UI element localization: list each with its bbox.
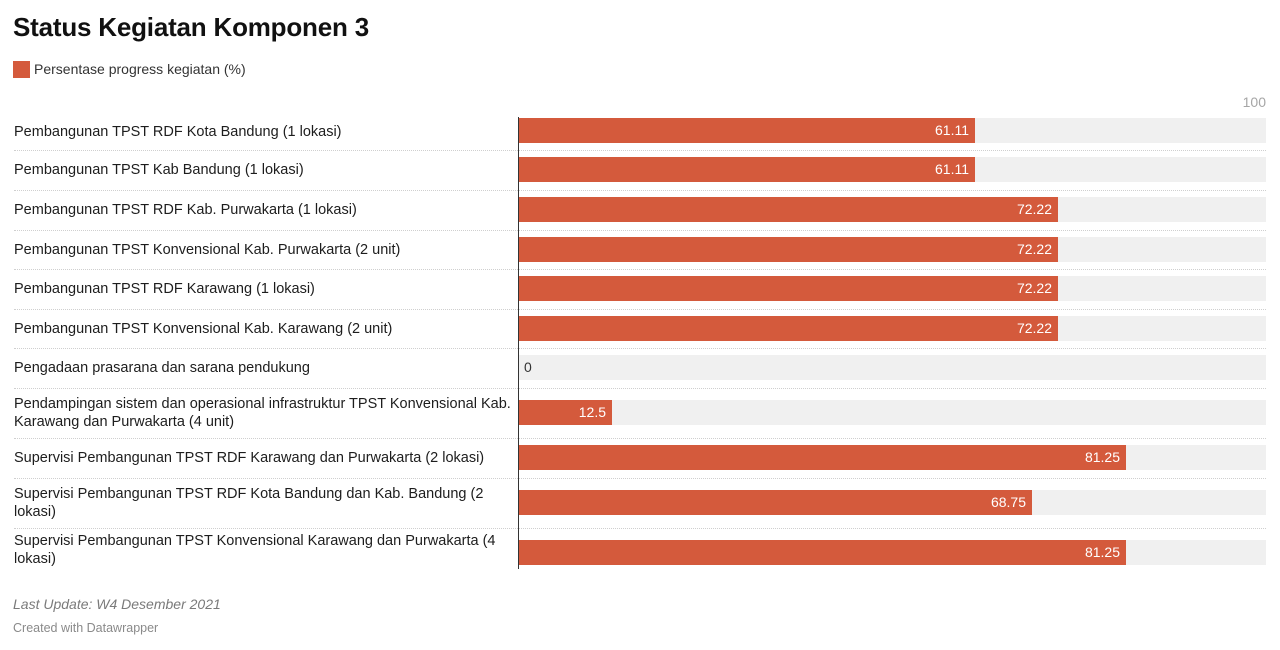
bar-category-label: Pendampingan sistem dan operasional infr… <box>14 396 511 430</box>
bar-value-label: 12.5 <box>578 404 606 420</box>
bar[interactable] <box>518 197 1058 222</box>
bar-category-label: Pengadaan prasarana dan sarana pendukung <box>14 360 310 376</box>
row-separator <box>14 348 1266 349</box>
row-separator <box>14 150 1266 151</box>
bar[interactable] <box>518 445 1126 470</box>
bar-category-label: Pembangunan TPST RDF Karawang (1 lokasi) <box>14 281 315 297</box>
bar-category-label: Supervisi Pembangunan TPST RDF Kota Band… <box>14 486 484 520</box>
row-separator <box>14 190 1266 191</box>
bar[interactable] <box>518 490 1032 515</box>
bar-track: 72.22 <box>518 237 1266 262</box>
bar-track: 81.25 <box>518 445 1266 470</box>
bar-value-label: 72.22 <box>1016 201 1052 217</box>
row-separator <box>14 388 1266 389</box>
bar-track: 72.22 <box>518 276 1266 301</box>
bar-category-label: Pembangunan TPST RDF Kab. Purwakarta (1 … <box>14 202 357 218</box>
legend-swatch <box>13 60 30 78</box>
bar-track: 81.25 <box>518 540 1266 565</box>
bar-track: 72.22 <box>518 316 1266 341</box>
bar-track: 68.75 <box>518 490 1266 515</box>
axis-max-label: 100 <box>1242 94 1266 110</box>
bar-category-label: Supervisi Pembangunan TPST Konvensional … <box>14 532 496 567</box>
row-separator <box>14 438 1266 439</box>
row-separator <box>14 269 1266 270</box>
axis-baseline <box>518 117 519 569</box>
footer-credit[interactable]: Created with Datawrapper <box>13 621 159 635</box>
chart-title: Status Kegiatan Komponen 3 <box>13 12 369 42</box>
bar[interactable] <box>518 237 1058 262</box>
row-separator <box>14 478 1266 479</box>
bar-value-label: 61.11 <box>935 122 969 138</box>
bar-value-label: 72.22 <box>1016 320 1052 336</box>
row-separator <box>14 230 1266 231</box>
bar-category-label: Pembangunan TPST Konvensional Kab. Karaw… <box>14 320 393 337</box>
bar-track: 12.5 <box>518 400 1266 425</box>
bar-value-label: 61.11 <box>935 161 969 177</box>
bar-category-label: Pembangunan TPST RDF Kota Bandung (1 lok… <box>14 123 342 140</box>
bar-category-label: Supervisi Pembangunan TPST RDF Karawang … <box>14 450 485 466</box>
bar-track: 72.22 <box>518 197 1266 222</box>
bar-track: 61.11 <box>518 118 1266 143</box>
bar-value-label: 81.25 <box>1084 449 1120 465</box>
row-separator <box>14 309 1266 310</box>
bar[interactable] <box>518 157 975 182</box>
bar[interactable] <box>518 540 1126 565</box>
bar[interactable] <box>518 316 1058 341</box>
bar[interactable] <box>518 276 1058 301</box>
bar-track: 0 <box>518 355 1266 380</box>
bar[interactable] <box>518 400 612 425</box>
bar-track: 61.11 <box>518 157 1266 182</box>
legend: Persentase progress kegiatan (%) <box>13 60 246 78</box>
legend-label: Persentase progress kegiatan (%) <box>34 61 246 77</box>
footer-note: Last Update: W4 Desember 2021 <box>13 596 221 612</box>
bar-value-label: 0 <box>524 359 532 375</box>
bar-value-label: 81.25 <box>1084 544 1120 560</box>
bar-category-label: Pembangunan TPST Konvensional Kab. Purwa… <box>14 241 401 258</box>
bar[interactable] <box>518 118 975 143</box>
bar-value-label: 68.75 <box>990 494 1026 510</box>
bar-value-label: 72.22 <box>1016 241 1052 257</box>
bar-category-label: Pembangunan TPST Kab Bandung (1 lokasi) <box>14 162 304 178</box>
row-separator <box>14 528 1266 529</box>
bar-value-label: 72.22 <box>1016 280 1052 296</box>
